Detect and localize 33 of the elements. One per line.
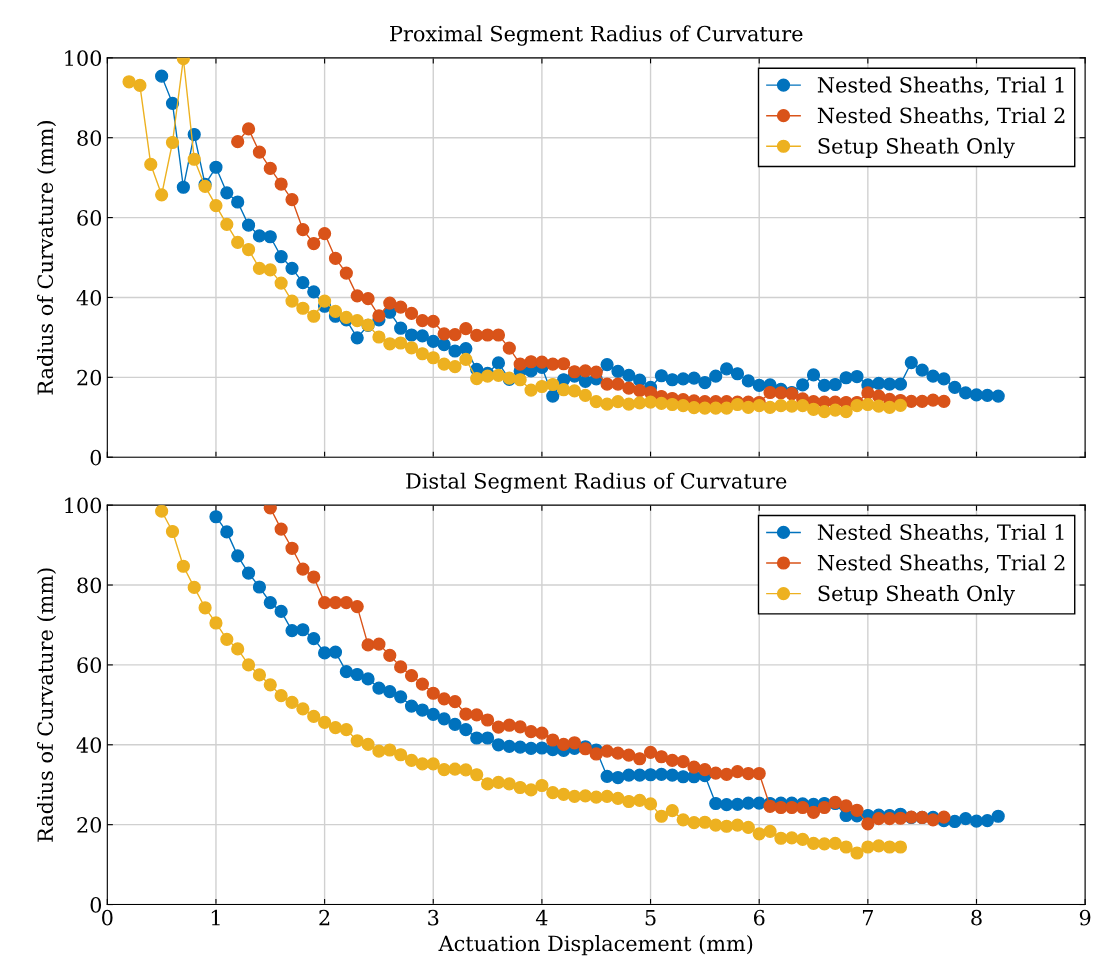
y-axis-title: Radius of Curvature (mm) (36, 121, 57, 395)
y-tick-label: 0 (90, 449, 102, 466)
x-axis-title: Actuation Displacement (mm) (438, 935, 753, 956)
y-tick-label: 100 (65, 497, 102, 514)
y-tick-label: 80 (77, 130, 102, 146)
y-tick-label: 60 (77, 657, 102, 674)
y-tick-label: 60 (77, 210, 102, 226)
y-tick-label: 40 (76, 737, 102, 753)
chart-title: Distal Segment Radius of Curvature (406, 472, 787, 494)
x-tick-label: 9 (1079, 909, 1091, 926)
legend-label: Nested Sheaths, Trial 2 (817, 107, 1065, 126)
x-tick-label: 1 (211, 909, 220, 926)
x-tick-label: 0 (102, 909, 113, 926)
legend-label: Nested Sheaths, Trial 2 (817, 554, 1065, 574)
x-tick-label: 5 (645, 910, 656, 926)
legend-label: Nested Sheaths, Trial 1 (817, 76, 1064, 96)
legend-label: Setup Sheath Only (818, 585, 1015, 606)
x-tick-label: 2 (319, 909, 330, 926)
x-tick-label: 6 (753, 909, 765, 926)
legend-label: Nested Sheaths, Trial 1 (817, 523, 1064, 543)
y-axis-title: Radius of Curvature (mm) (36, 568, 57, 842)
x-tick-label: 3 (428, 909, 439, 926)
x-tick-label: 7 (862, 910, 873, 926)
y-tick-label: 80 (77, 577, 102, 594)
x-tick-label: 4 (535, 909, 548, 926)
y-tick-label: 0 (90, 896, 102, 913)
y-tick-label: 40 (76, 289, 102, 306)
chart-title: Proximal Segment Radius of Curvature (390, 25, 803, 46)
legend-label: Setup Sheath Only (818, 137, 1015, 159)
y-tick-label: 100 (65, 50, 102, 67)
y-tick-label: 20 (77, 817, 102, 833)
y-tick-label: 20 (77, 369, 102, 386)
x-tick-label: 8 (971, 909, 982, 926)
